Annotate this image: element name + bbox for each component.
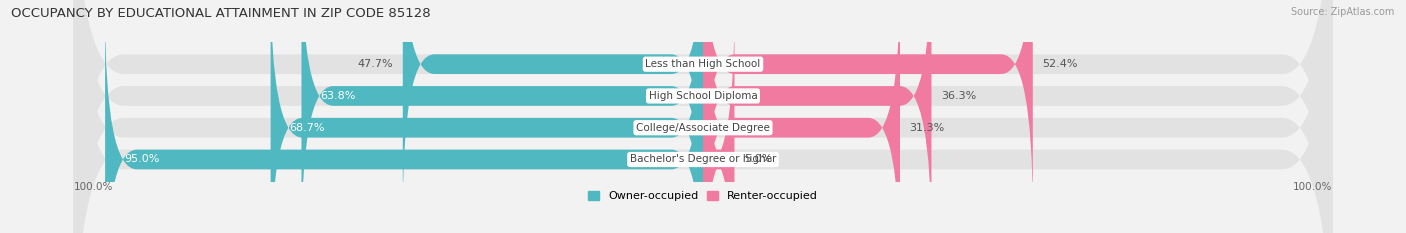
FancyBboxPatch shape xyxy=(73,0,1333,233)
FancyBboxPatch shape xyxy=(402,0,703,213)
FancyBboxPatch shape xyxy=(73,0,1333,233)
Text: OCCUPANCY BY EDUCATIONAL ATTAINMENT IN ZIP CODE 85128: OCCUPANCY BY EDUCATIONAL ATTAINMENT IN Z… xyxy=(11,7,430,20)
Text: High School Diploma: High School Diploma xyxy=(648,91,758,101)
FancyBboxPatch shape xyxy=(703,0,1033,213)
FancyBboxPatch shape xyxy=(703,0,931,233)
Text: Less than High School: Less than High School xyxy=(645,59,761,69)
FancyBboxPatch shape xyxy=(301,0,703,233)
Text: 47.7%: 47.7% xyxy=(357,59,394,69)
Text: 63.8%: 63.8% xyxy=(321,91,356,101)
Text: 5.0%: 5.0% xyxy=(744,154,772,164)
FancyBboxPatch shape xyxy=(270,0,703,233)
Text: 95.0%: 95.0% xyxy=(124,154,159,164)
FancyBboxPatch shape xyxy=(703,10,734,233)
FancyBboxPatch shape xyxy=(73,0,1333,233)
Text: 52.4%: 52.4% xyxy=(1042,59,1078,69)
Text: College/Associate Degree: College/Associate Degree xyxy=(636,123,770,133)
Text: Bachelor's Degree or higher: Bachelor's Degree or higher xyxy=(630,154,776,164)
FancyBboxPatch shape xyxy=(73,0,1333,233)
Text: 100.0%: 100.0% xyxy=(1294,182,1333,192)
Text: 100.0%: 100.0% xyxy=(73,182,112,192)
Text: 36.3%: 36.3% xyxy=(941,91,976,101)
FancyBboxPatch shape xyxy=(703,0,900,233)
Text: 68.7%: 68.7% xyxy=(290,123,325,133)
Legend: Owner-occupied, Renter-occupied: Owner-occupied, Renter-occupied xyxy=(588,191,818,201)
FancyBboxPatch shape xyxy=(105,10,703,233)
Text: Source: ZipAtlas.com: Source: ZipAtlas.com xyxy=(1291,7,1395,17)
Text: 31.3%: 31.3% xyxy=(910,123,945,133)
